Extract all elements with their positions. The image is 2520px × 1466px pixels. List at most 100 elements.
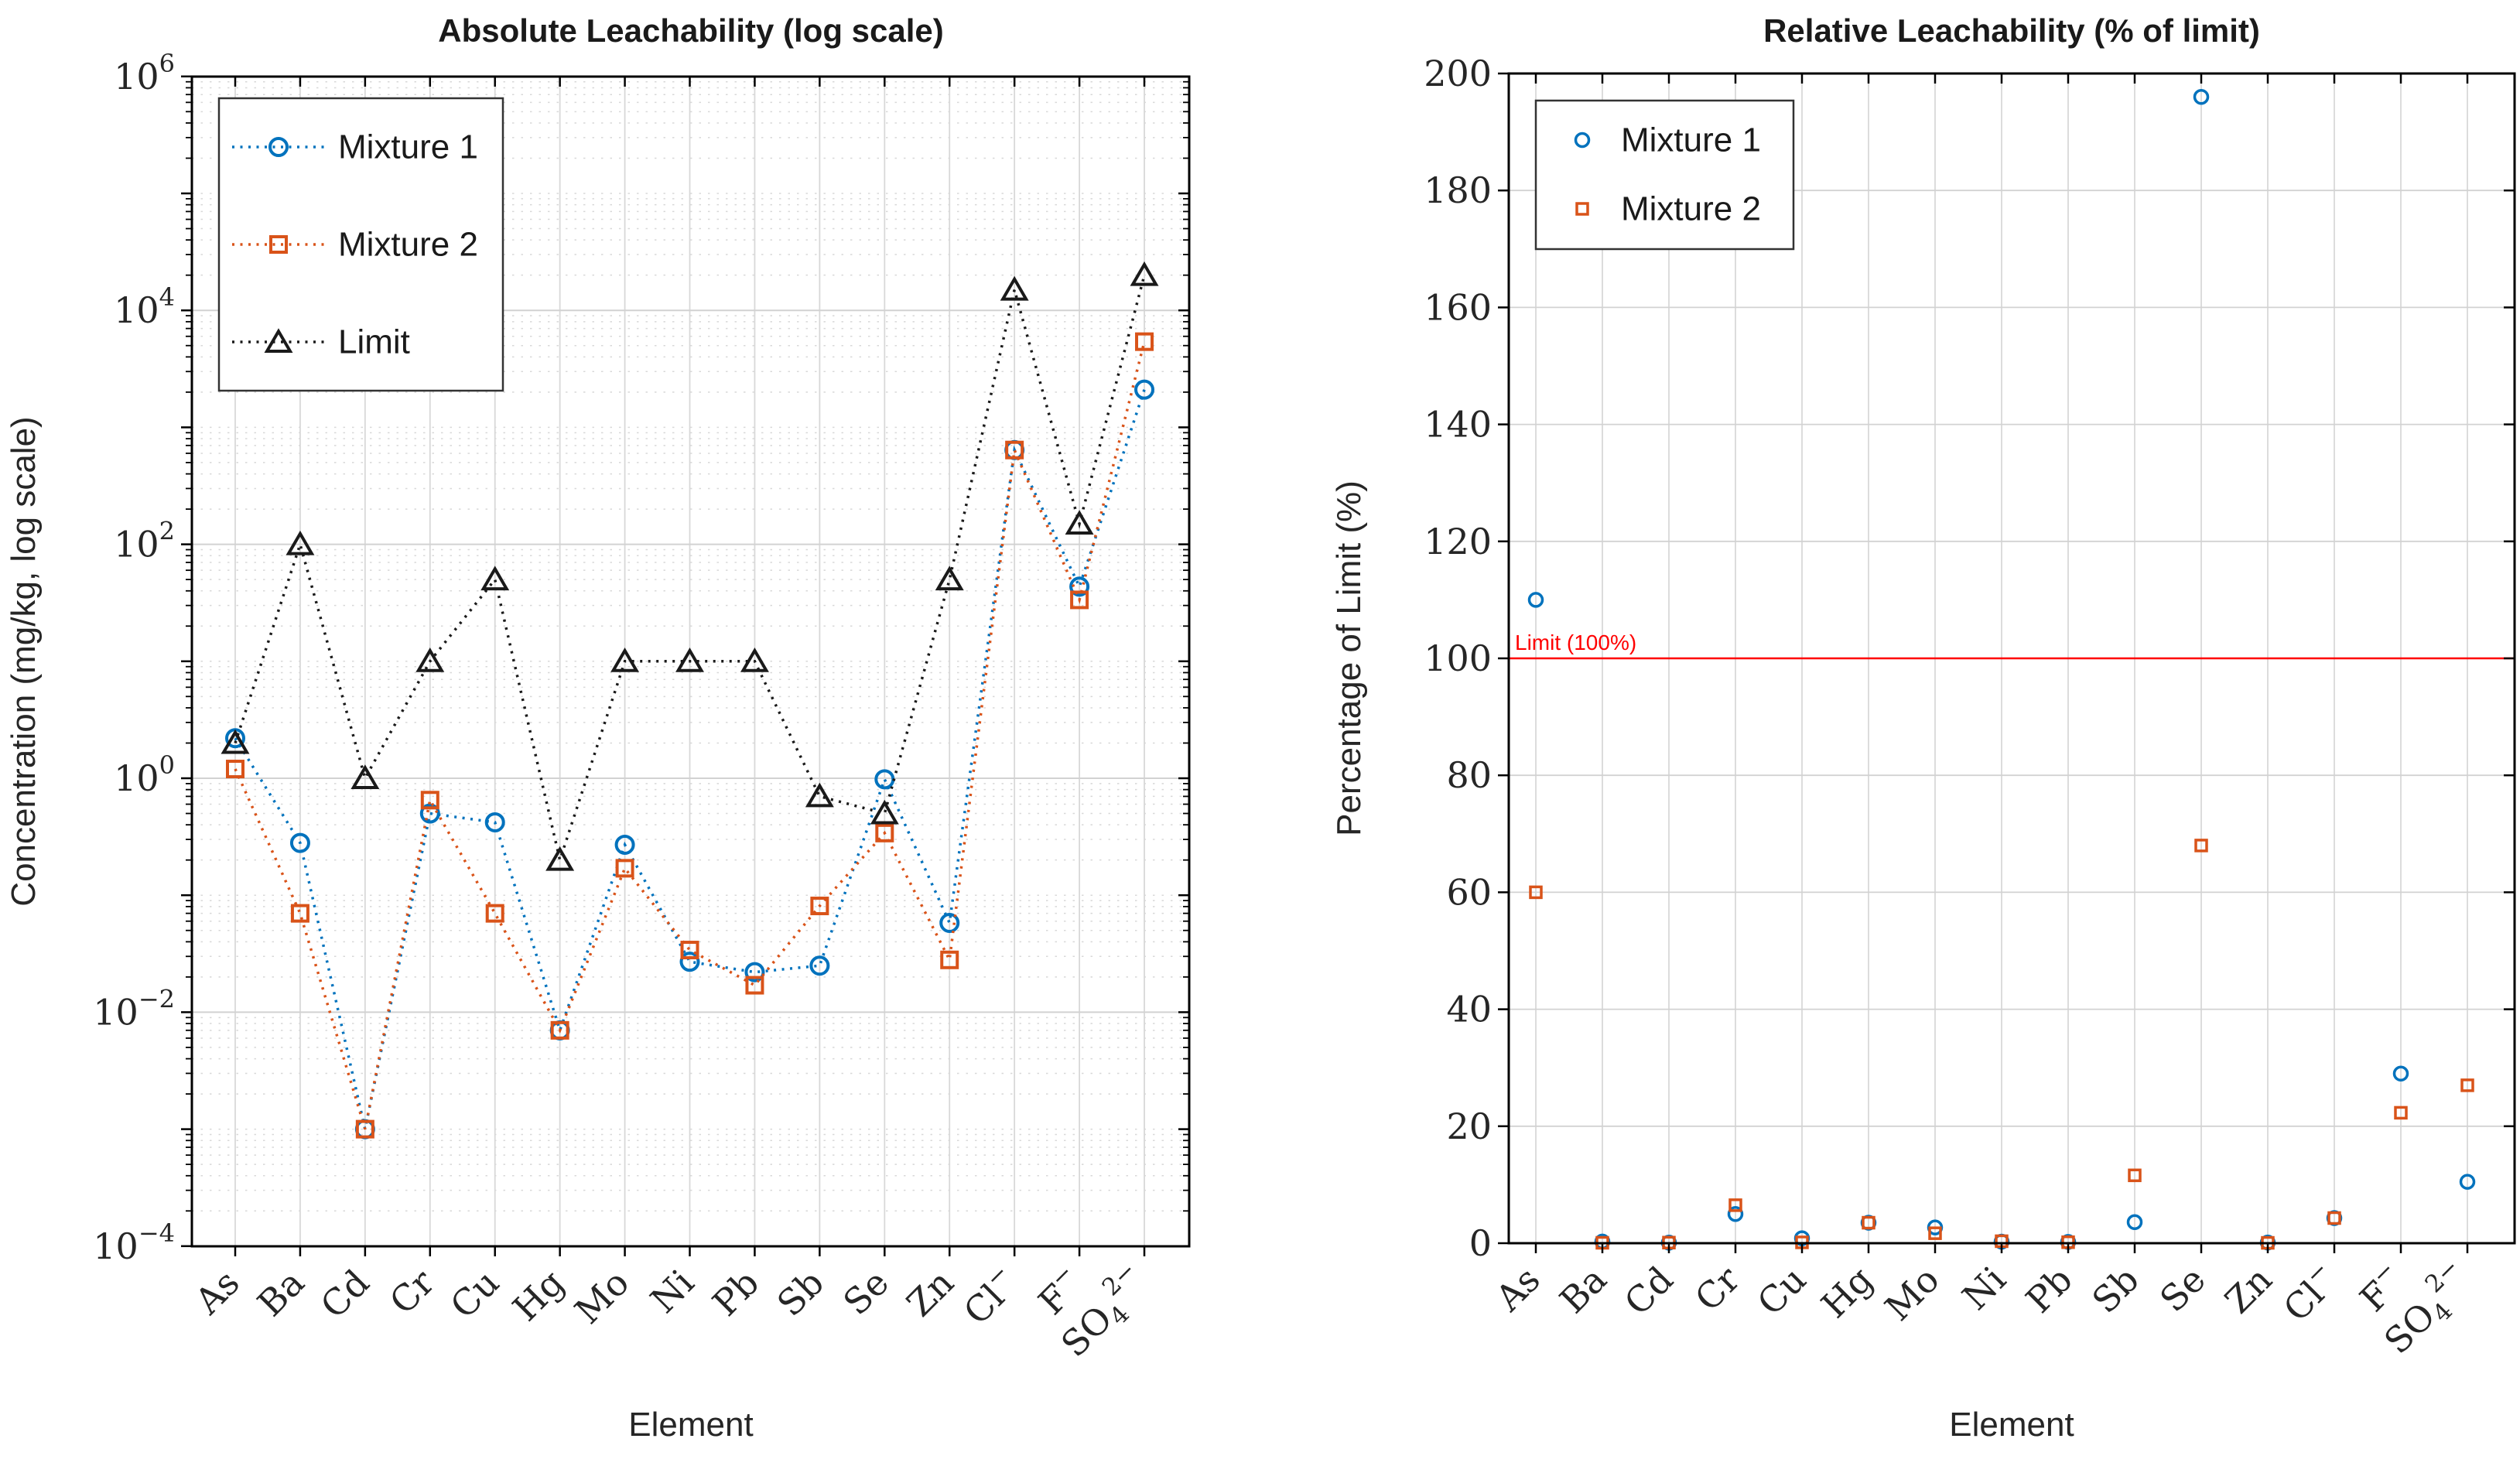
limit-line-label: Limit (100%) [1515, 630, 1636, 654]
x-tick-label: Cu [442, 1262, 507, 1327]
marker-legend-square [1575, 202, 1589, 216]
y-tick-label: 106 [114, 49, 175, 97]
y-tick-label: 120 [1424, 521, 1492, 562]
left-series [221, 261, 1159, 1140]
marker-limit [221, 729, 250, 754]
marker-mixture2 [1135, 332, 1154, 351]
marker-limit [740, 648, 769, 672]
y-tick-label: 180 [1424, 169, 1492, 211]
legend-box [1534, 99, 1795, 251]
y-tick-label: 0 [1469, 1222, 1492, 1264]
x-tick-label: Se [2152, 1259, 2214, 1321]
x-tick-label: Se [835, 1262, 897, 1324]
x-tick-label: Cd [313, 1262, 378, 1327]
marker-mixture1 [2126, 1214, 2143, 1231]
marker-mixture1 [2193, 88, 2210, 105]
x-tick-label: As [186, 1262, 248, 1323]
marker-mixture1 [744, 962, 765, 982]
legend-label: Mixture 1 [338, 128, 478, 166]
left-axes-frame [181, 75, 1191, 1256]
x-tick-label: Hg [1813, 1259, 1880, 1326]
marker-limit [675, 648, 704, 672]
y-tick-label: 20 [1446, 1105, 1492, 1147]
left-ylabel: Concentration (mg/kg, log scale) [5, 416, 43, 906]
right-axes-frame [1498, 72, 2516, 1253]
legend-label: Limit [338, 323, 410, 361]
marker-mixture2 [1862, 1215, 1875, 1230]
left-legend: Mixture 1 Mixture 2 Limit [217, 97, 504, 392]
marker-mixture2 [680, 941, 699, 960]
y-tick-label: 10−2 [93, 984, 175, 1033]
marker-mixture2 [745, 976, 764, 995]
marker-mixture2 [550, 1020, 569, 1040]
y-tick-label: 104 [114, 282, 175, 331]
left-legend-items: Mixture 1 Mixture 2 Limit [232, 128, 478, 361]
marker-mixture2 [2460, 1078, 2474, 1092]
line-limit [234, 275, 1146, 866]
right-legend: Mixture 1 Mixture 2 [1534, 99, 1795, 251]
marker-mixture2 [2327, 1211, 2341, 1225]
left-title: Absolute Leachability (log scale) [438, 12, 943, 49]
x-tick-label: Cu [1749, 1259, 1814, 1324]
marker-mixture1 [484, 812, 505, 832]
x-tick-label: Ni [1954, 1259, 2014, 1318]
y-tick-label: 100 [114, 750, 175, 799]
x-tick-label: Cl− [952, 1259, 1027, 1333]
marker-limit [935, 566, 964, 591]
y-tick-label: 100 [1424, 637, 1492, 679]
right-legend-items: Mixture 1 Mixture 2 [1574, 121, 1761, 228]
marker-mixture1 [289, 832, 310, 853]
x-tick-label: Ni [642, 1262, 702, 1321]
marker-limit [415, 648, 445, 672]
marker-legend-triangle [264, 328, 293, 353]
y-tick-label: 200 [1424, 53, 1492, 94]
marker-limit [350, 764, 380, 789]
marker-mixture2 [290, 904, 309, 923]
right-title: Relative Leachability (% of limit) [1763, 12, 2260, 49]
y-tick-label: 10−4 [93, 1218, 175, 1267]
marker-limit [805, 782, 834, 808]
left-xlabel: Element [628, 1406, 753, 1444]
marker-mixture2 [2394, 1105, 2408, 1120]
marker-limit [1000, 275, 1029, 301]
y-tick-label: 80 [1446, 754, 1492, 796]
marker-mixture1 [1727, 1205, 1744, 1222]
x-tick-label: Mo [1877, 1259, 1947, 1329]
marker-mixture2 [1928, 1226, 1942, 1240]
marker-limit [1065, 510, 1094, 535]
marker-mixture2 [810, 897, 829, 916]
marker-mixture2 [1070, 590, 1089, 610]
marker-mixture2 [2128, 1168, 2142, 1183]
marker-legend-circle [268, 137, 289, 157]
marker-limit [545, 846, 575, 871]
x-tick-label: Cl− [2272, 1256, 2347, 1330]
x-tick-label: Zn [898, 1262, 962, 1325]
y-tick-label: 40 [1446, 989, 1492, 1030]
x-tick-label: Pb [704, 1262, 767, 1324]
marker-mixture1 [2392, 1065, 2409, 1082]
marker-mixture1 [2459, 1174, 2476, 1190]
y-tick-label: 102 [114, 517, 175, 566]
legend-label: Mixture 2 [338, 226, 478, 264]
marker-mixture2 [355, 1119, 374, 1139]
legend-label: Mixture 2 [1621, 190, 1761, 228]
marker-mixture2 [615, 859, 634, 878]
marker-mixture2 [420, 791, 439, 810]
marker-mixture1 [1069, 576, 1090, 597]
x-tick-label: Pb [2018, 1259, 2081, 1321]
legend-label: Mixture 1 [1621, 121, 1761, 159]
marker-mixture1 [809, 955, 830, 976]
x-tick-label: Ba [249, 1262, 312, 1324]
x-tick-label: Zn [2217, 1259, 2280, 1322]
marker-limit [870, 799, 899, 825]
marker-legend-square [269, 235, 288, 254]
y-tick-label: 140 [1424, 404, 1492, 446]
x-tick-label: Sb [769, 1262, 832, 1324]
marker-mixture1 [614, 834, 635, 855]
x-tick-label: Cd [1616, 1259, 1681, 1324]
marker-mixture1 [1134, 379, 1155, 400]
left-gridlines [192, 77, 1189, 1246]
